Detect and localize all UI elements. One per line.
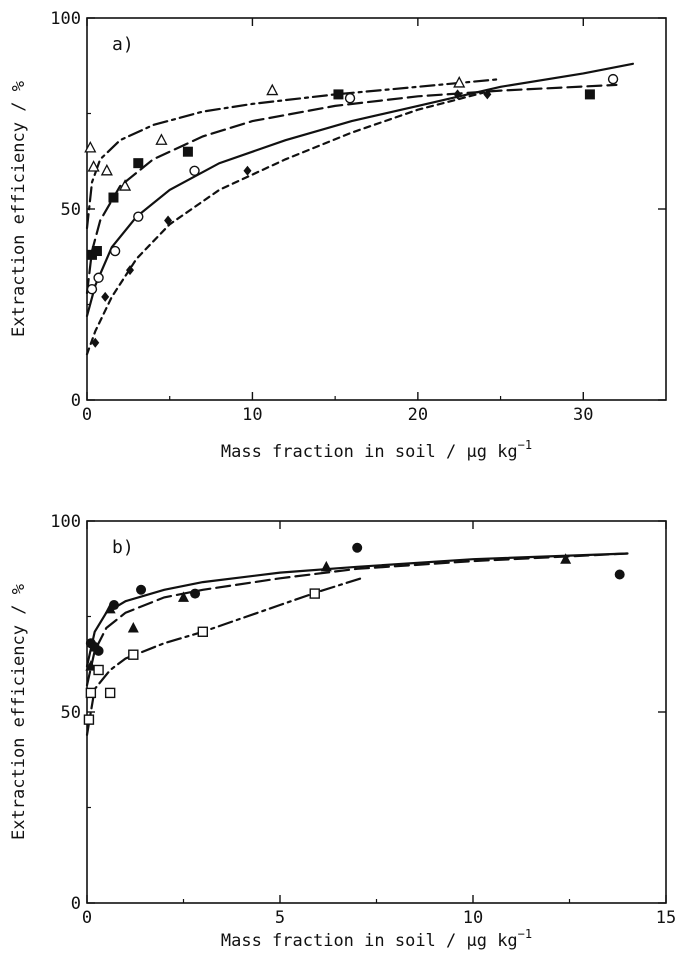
data-point-filled-diamond — [483, 89, 492, 100]
data-point-open-square — [309, 588, 320, 599]
data-point-filled-square — [333, 89, 344, 100]
y-tick-label: 0 — [71, 894, 81, 914]
data-point-open-square — [197, 626, 209, 637]
x-axis-label-exponent: −1 — [518, 927, 532, 941]
data-point-filled-square — [133, 158, 144, 169]
data-point-open-triangle — [453, 76, 466, 88]
data-point-open-circle — [189, 165, 200, 177]
panel-label: b) — [112, 537, 134, 558]
data-point-open-circle — [133, 211, 144, 222]
x-tick-label: 5 — [275, 908, 285, 928]
data-point-open-triangle — [266, 83, 279, 96]
y-axis-label: Extraction efficiency / % — [9, 81, 29, 337]
data-point-open-circle — [344, 93, 356, 104]
data-point-open-circle — [93, 272, 104, 283]
series-line-open-square — [85, 577, 363, 736]
x-tick-label: 10 — [463, 908, 483, 928]
x-axis-label-exponent: −1 — [518, 438, 532, 452]
x-tick-label: 15 — [656, 908, 676, 928]
y-tick-label: 100 — [50, 512, 81, 532]
data-point-filled-square — [584, 89, 595, 100]
data-point-filled-triangle — [560, 553, 572, 564]
data-point-filled-diamond — [91, 337, 100, 348]
series-line-filled-circle — [85, 552, 629, 668]
data-point-filled-triangle — [89, 641, 101, 652]
x-axis-label: Mass fraction in soil / µg kg−1 — [221, 438, 532, 462]
data-point-open-square — [104, 687, 116, 699]
data-point-open-triangle — [100, 163, 113, 176]
data-point-filled-square — [182, 146, 193, 157]
data-point-filled-diamond — [126, 265, 135, 276]
y-tick-label: 0 — [71, 391, 81, 411]
data-point-open-circle — [607, 73, 619, 85]
data-point-filled-triangle — [178, 591, 189, 602]
data-point-open-square — [85, 687, 97, 699]
x-tick-label: 20 — [408, 405, 428, 425]
y-tick-label: 50 — [61, 200, 81, 220]
x-tick-label: 30 — [573, 405, 593, 425]
x-tick-label: 0 — [82, 908, 92, 928]
data-point-open-square — [93, 664, 104, 676]
x-tick-label: 10 — [242, 405, 262, 425]
data-point-filled-diamond — [164, 215, 173, 226]
data-point-open-triangle — [84, 140, 97, 153]
series-line-open-circle — [85, 62, 634, 318]
data-point-filled-square — [108, 192, 119, 203]
data-point-filled-diamond — [243, 165, 252, 176]
x-axis-label: Mass fraction in soil / µg kg−1 — [221, 927, 532, 951]
data-point-open-triangle — [87, 160, 100, 172]
data-point-filled-diamond — [101, 291, 110, 302]
data-point-filled-circle — [352, 542, 363, 553]
data-point-filled-circle — [136, 584, 147, 595]
data-point-filled-diamond — [453, 89, 462, 100]
series-line-filled-diamond — [85, 91, 486, 356]
data-point-filled-circle — [614, 569, 625, 580]
data-point-filled-triangle — [104, 602, 116, 614]
y-tick-label: 100 — [50, 9, 81, 29]
data-point-open-triangle — [155, 133, 168, 145]
data-point-open-circle — [86, 284, 98, 295]
data-point-filled-square — [91, 246, 102, 257]
data-point-open-square — [83, 714, 95, 725]
y-axis-label: Extraction efficiency / % — [9, 584, 29, 840]
y-tick-label: 50 — [61, 703, 81, 723]
data-point-filled-triangle — [320, 560, 332, 572]
series-line-filled-triangle — [85, 552, 629, 687]
plot-frame — [86, 520, 667, 904]
series-line-filled-square — [85, 83, 618, 295]
data-point-open-square — [128, 649, 139, 660]
panel-label: a) — [112, 34, 134, 55]
data-point-open-circle — [109, 245, 121, 257]
data-point-open-triangle — [118, 179, 132, 191]
x-tick-label: 0 — [82, 405, 92, 425]
data-point-filled-triangle — [127, 621, 139, 633]
plot-frame — [86, 17, 667, 401]
